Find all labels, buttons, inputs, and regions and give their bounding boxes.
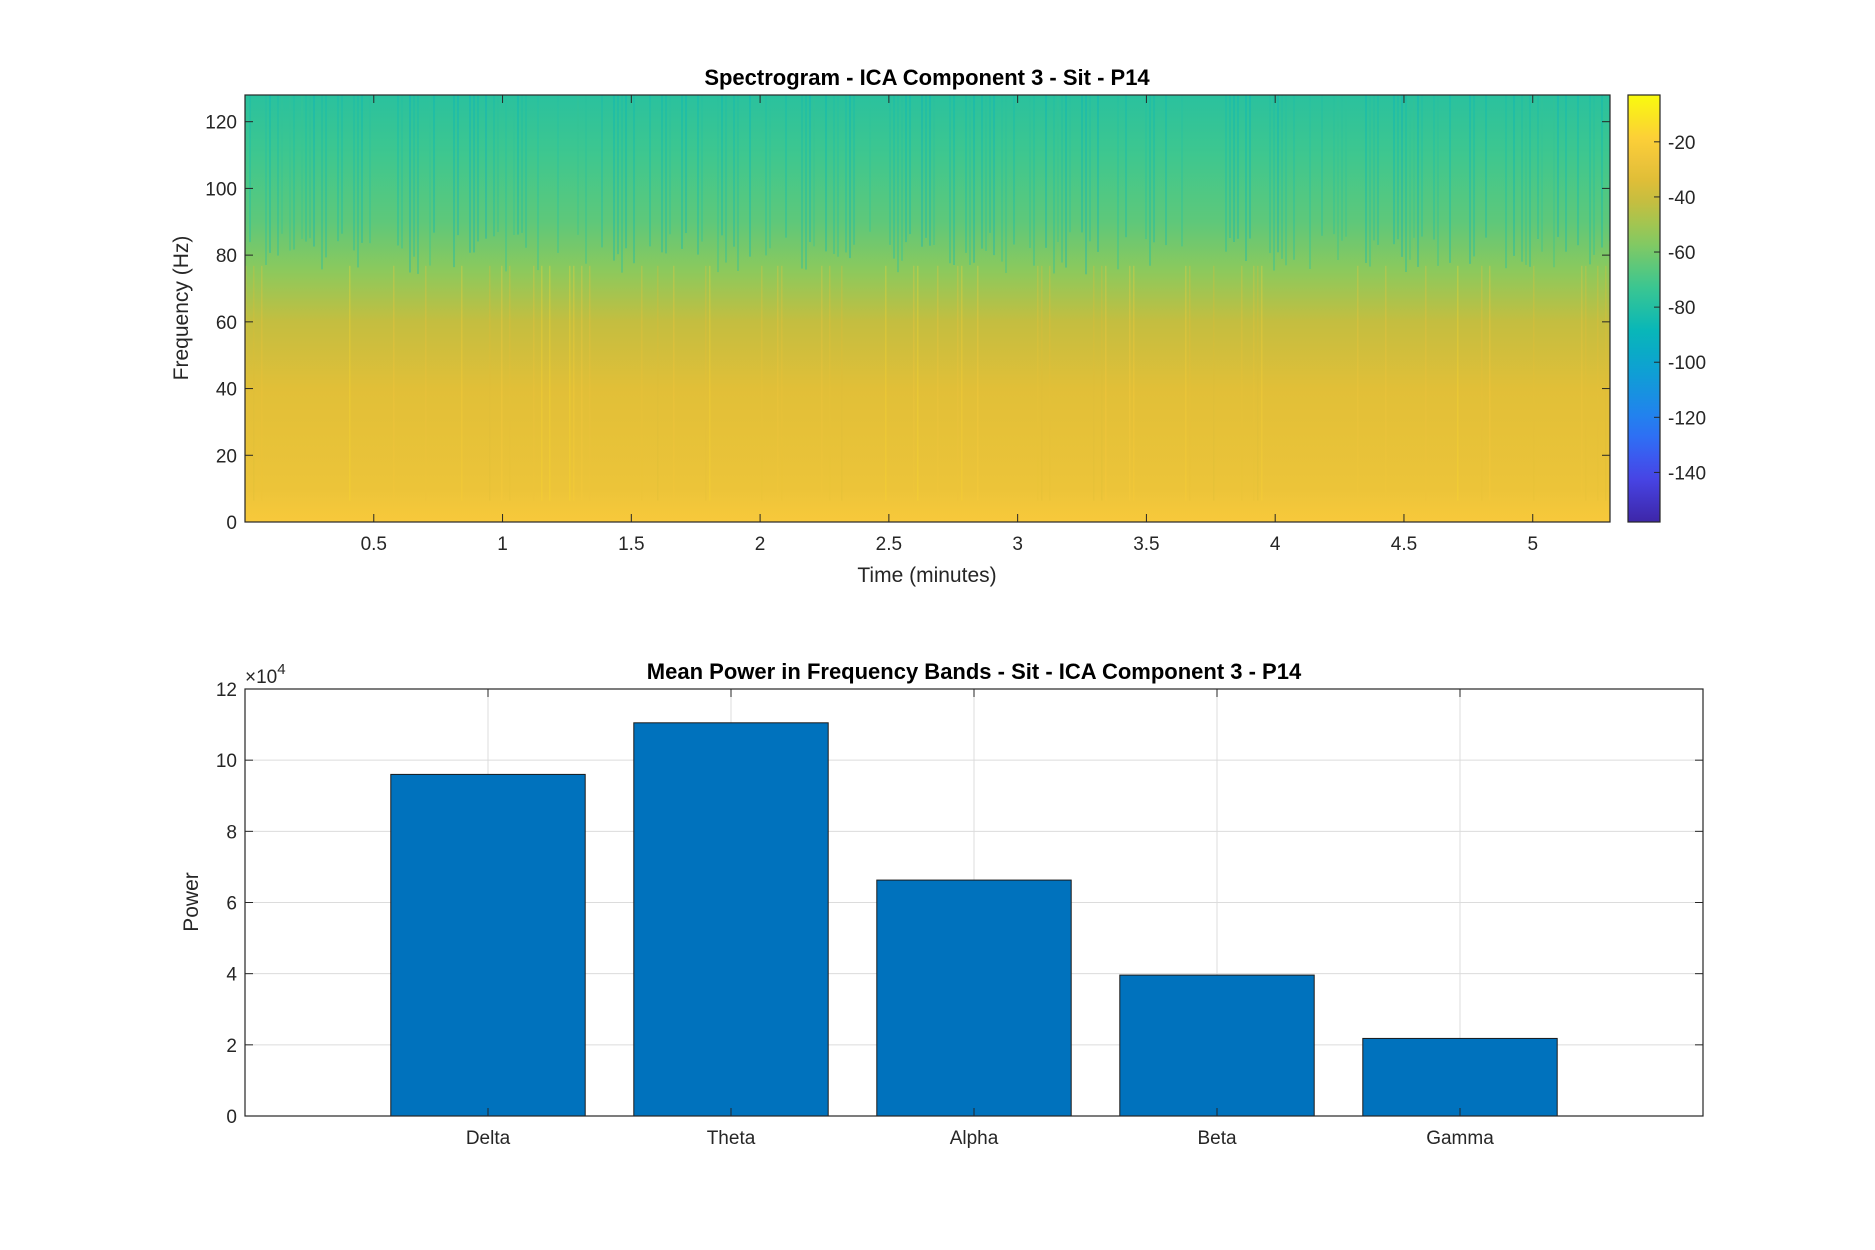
spectrogram-x-tick-label: 1 (497, 534, 508, 555)
spectrogram-image (245, 95, 1610, 522)
bar-y-exponent-base: ×10 (245, 667, 277, 688)
colorbar-tick-label: -100 (1668, 353, 1706, 374)
spectrogram-x-tick-label: 2.5 (876, 534, 902, 555)
bar-x-tick-label: Theta (707, 1128, 756, 1149)
bar-y-exponent: ×104 (245, 661, 286, 688)
spectrogram-y-tick-label: 60 (216, 313, 237, 334)
bar-y-tick-label: 4 (226, 965, 237, 986)
spectrogram-x-tick-label: 5 (1527, 534, 1538, 555)
spectrogram-x-tick-label: 2 (755, 534, 766, 555)
colorbar-tick-label: -20 (1668, 133, 1695, 154)
spectrogram-title: Spectrogram - ICA Component 3 - Sit - P1… (704, 65, 1150, 90)
colorbar-ticks: -20 -40 -60 -80 -100 -120 -140 (1654, 133, 1706, 484)
spectrogram-y-label: Frequency (Hz) (170, 236, 193, 381)
bar-x-tick-label: Alpha (950, 1128, 999, 1149)
colorbar-tick-label: -80 (1668, 298, 1695, 319)
bar-y-tick-label: 12 (216, 680, 237, 701)
bar-x-tick-label: Gamma (1426, 1128, 1494, 1149)
spectrogram-x-tick-label: 3 (1012, 534, 1023, 555)
bar-y-exponent-power: 4 (277, 661, 285, 678)
bar-y-ticks: 0 2 4 6 8 10 12 (216, 680, 1703, 1128)
bar-plot: Mean Power in Frequency Bands - Sit - IC… (180, 659, 1704, 1149)
bar-y-label: Power (180, 872, 203, 932)
bar-chart-title: Mean Power in Frequency Bands - Sit - IC… (647, 659, 1302, 684)
bar-x-tick-label: Beta (1197, 1128, 1237, 1149)
spectrogram-y-tick-label: 100 (205, 179, 237, 200)
bar-series (390, 722, 1558, 1117)
bar-x-ticks: Delta Theta Alpha Beta Gamma (466, 689, 1494, 1149)
bar-beta (1119, 974, 1315, 1117)
bar-x-tick-label: Delta (466, 1128, 511, 1149)
bar-theta (633, 722, 829, 1117)
spectrogram-y-tick-label: 80 (216, 246, 237, 267)
spectrogram-x-tick-label: 4 (1270, 534, 1281, 555)
bar-y-tick-label: 6 (226, 894, 237, 915)
spectrogram-x-tick-label: 4.5 (1391, 534, 1417, 555)
colorbar: -20 -40 -60 -80 -100 -120 -140 (1627, 94, 1706, 523)
spectrogram-y-tick-label: 40 (216, 380, 237, 401)
bar-y-tick-label: 2 (226, 1036, 237, 1057)
spectrogram-x-tick-label: 0.5 (361, 534, 387, 555)
bar-delta (390, 773, 586, 1117)
spectrogram-axes-box (244, 94, 1611, 523)
spectrogram-x-tick-label: 1.5 (618, 534, 644, 555)
spectrogram-texture (245, 95, 1610, 501)
spectrogram-x-tick-label: 3.5 (1133, 534, 1159, 555)
spectrogram-y-tick-label: 120 (205, 113, 237, 134)
bar-alpha (876, 879, 1072, 1117)
spectrogram-y-tick-label: 20 (216, 446, 237, 467)
spectrogram-y-tick-label: 0 (226, 513, 237, 534)
colorbar-tick-label: -40 (1668, 188, 1695, 209)
colorbar-tick-label: -60 (1668, 243, 1695, 264)
colorbar-gradient (1627, 94, 1661, 523)
colorbar-tick-label: -140 (1668, 463, 1706, 484)
spectrogram-y-ticks: 0 20 40 60 80 100 120 (205, 113, 1610, 534)
colorbar-tick-label: -120 (1668, 408, 1706, 429)
bar-y-tick-label: 0 (226, 1107, 237, 1128)
spectrogram-x-label: Time (minutes) (857, 564, 996, 587)
bar-y-tick-label: 8 (226, 822, 237, 843)
spectrogram-plot: Spectrogram - ICA Component 3 - Sit - P1… (170, 65, 1611, 587)
bar-gamma (1362, 1037, 1558, 1117)
bar-y-tick-label: 10 (216, 751, 237, 772)
spectrogram-x-ticks: 0.5 1 1.5 2 2.5 3 3.5 4 4.5 5 (361, 95, 1538, 555)
